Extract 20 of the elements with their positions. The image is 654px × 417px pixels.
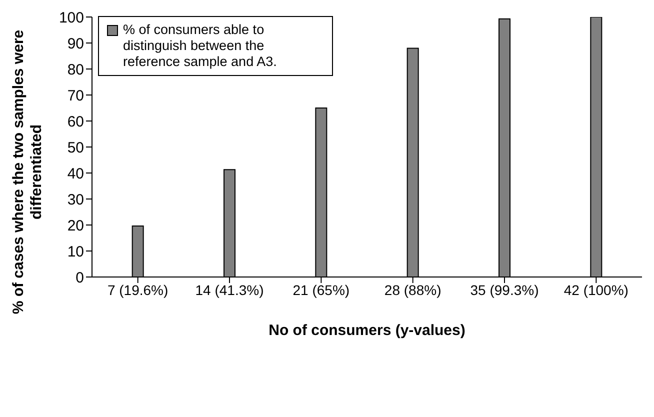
y-tick-label: 70: [67, 87, 84, 104]
y-tick-label: 100: [58, 9, 84, 26]
y-tick-label: 10: [67, 243, 84, 260]
x-tick-label: 28 (88%): [384, 282, 442, 298]
y-tick-label: 90: [67, 35, 84, 52]
y-tick-label: 50: [67, 139, 84, 156]
y-tick-label: 20: [67, 217, 84, 234]
x-axis-title: No of consumers (y-values): [268, 322, 466, 339]
x-tick-label: 35 (99.3%): [470, 282, 539, 298]
y-tick-label: 40: [67, 165, 84, 182]
y-tick-label: 60: [67, 113, 84, 130]
y-axis-title: % of cases where the two samples were differentiated: [10, 28, 46, 316]
y-tick-label: 80: [67, 61, 84, 78]
x-tick-label: 42 (100%): [564, 282, 628, 298]
x-tick-label: 7 (19.6%): [107, 282, 168, 298]
y-tick-label: 30: [67, 191, 84, 208]
legend-label: % of consumers able to distinguish between the reference sample and A3.: [123, 22, 278, 70]
y-tick-label: 0: [76, 269, 84, 286]
x-tick-label: 14 (41.3%): [195, 282, 264, 298]
x-tick-label: 21 (65%): [292, 282, 350, 298]
